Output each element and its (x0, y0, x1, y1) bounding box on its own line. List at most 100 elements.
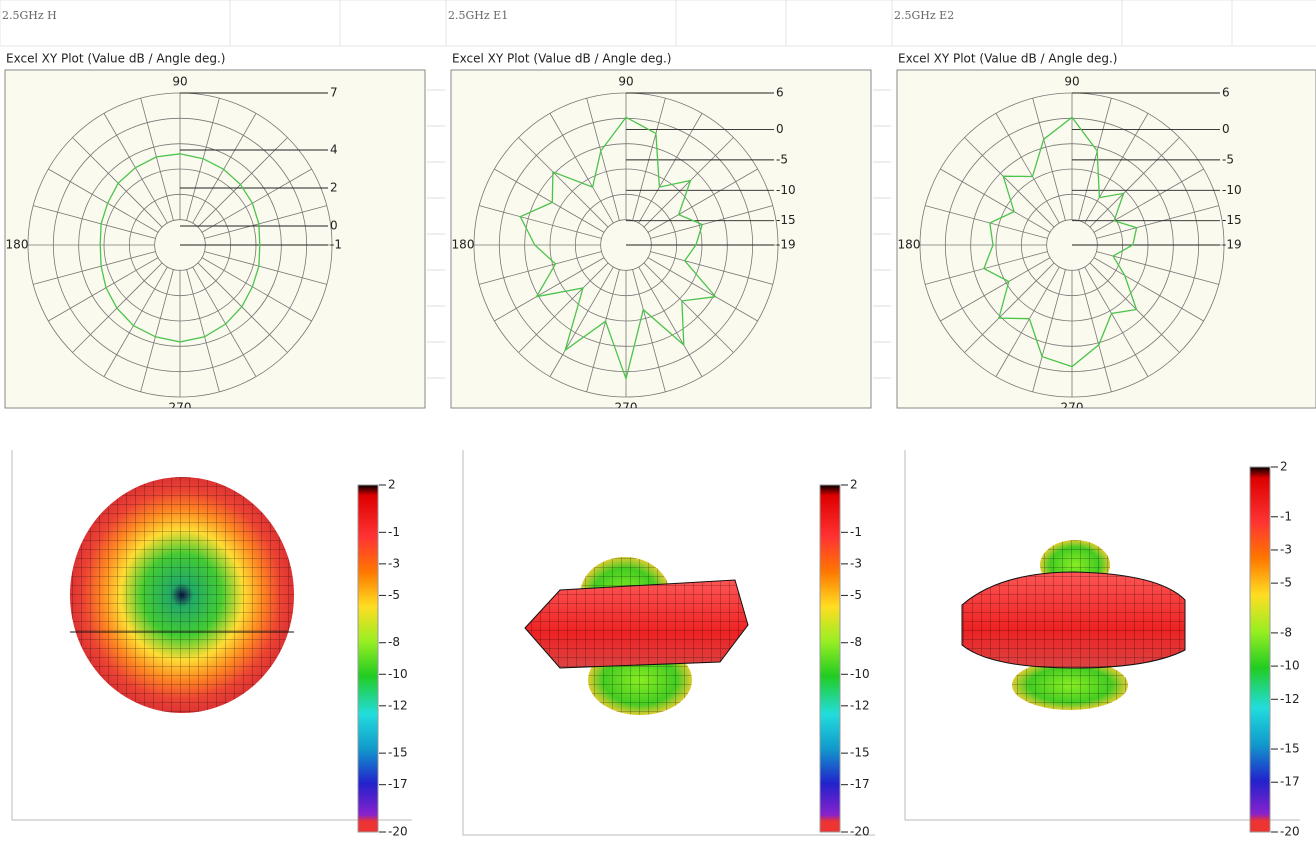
grid-spoke (1032, 98, 1066, 221)
grid-spoke (1078, 269, 1112, 392)
colorbar-label: -8 (1280, 625, 1292, 639)
grid-spoke (72, 137, 163, 228)
grid-spoke (479, 205, 602, 239)
r-tick-label: -5 (776, 152, 788, 166)
angle-tick-label: 270 (169, 401, 192, 415)
r-tick-label: 2 (330, 181, 338, 195)
grid-spoke (48, 257, 159, 322)
pattern-line (519, 116, 717, 382)
pattern-line (983, 116, 1138, 368)
angle-tick-label: 180 (898, 238, 921, 252)
colorbar (819, 484, 841, 833)
grid-spoke (192, 113, 257, 224)
mesh (961, 571, 1186, 669)
colorbar (357, 484, 379, 833)
angle-tick-label: 90 (618, 75, 633, 89)
grid-spoke (192, 266, 257, 377)
grid-spoke (940, 168, 1051, 233)
colorbar-label: 2 (1280, 460, 1288, 474)
plot-frame (896, 69, 1316, 409)
plot-title: Excel XY Plot (Value dB / Angle deg.) (452, 52, 671, 66)
plot-title: Excel XY Plot (Value dB / Angle deg.) (6, 52, 225, 66)
grid-spoke (647, 168, 758, 233)
r-tick-label: 0 (776, 122, 784, 136)
grid-spoke (925, 205, 1048, 239)
r-tick-label: -10 (776, 183, 796, 197)
angle-tick-label: 180 (6, 238, 29, 252)
plot-title: Excel XY Plot (Value dB / Angle deg.) (898, 52, 1117, 66)
colorbar-label: -15 (1280, 742, 1300, 756)
grid-spoke (1096, 251, 1219, 285)
grid-spoke (647, 257, 758, 322)
grid-spoke (518, 262, 609, 353)
grid-spoke (479, 251, 602, 285)
r-tick-label: -15 (1222, 213, 1242, 227)
panel-border (11, 450, 412, 821)
grid-spoke (650, 205, 773, 239)
grid-spoke (650, 251, 773, 285)
grid-spoke (632, 269, 666, 392)
mesh (70, 477, 294, 713)
grid-spoke (638, 113, 703, 224)
polar-plot: 90 180 270 7 4 2 0 -1 (6, 75, 342, 415)
grid-spoke (186, 98, 220, 221)
grid-spoke (643, 137, 734, 228)
grid-spoke (549, 266, 614, 377)
grid-spoke (494, 168, 605, 233)
window-header (0, 0, 447, 47)
grid-spoke (103, 113, 168, 224)
colorbar-label: -3 (1280, 542, 1292, 556)
r-tick-label: 4 (330, 143, 338, 157)
grid-spoke (48, 168, 159, 233)
polar-plot: 90 180 270 6 0 -5 -10 -15 -19 (898, 75, 1242, 409)
grid-spoke (1084, 113, 1149, 224)
r-tick-label: 6 (776, 86, 784, 100)
colorbar-label: -5 (850, 588, 862, 602)
angle-tick-label: 90 (1064, 75, 1079, 89)
grid-spoke (197, 137, 288, 228)
colorbar-label: -15 (388, 746, 408, 760)
r-tick-label: 7 (330, 86, 338, 100)
grid-spoke (643, 262, 734, 353)
window-header (445, 0, 893, 47)
grid-spoke (586, 269, 620, 392)
colorbar-label: -20 (1280, 825, 1300, 839)
r-tick-label: -19 (1222, 238, 1242, 252)
grid-spoke (140, 98, 174, 221)
pattern-line (99, 153, 261, 343)
colorbar-label: -1 (1280, 509, 1292, 523)
panel-3d (904, 450, 1300, 821)
grid-spoke (1084, 266, 1149, 377)
angle-tick-label: 270 (615, 401, 638, 415)
colorbar (1249, 466, 1271, 833)
colorbar-label: -15 (850, 746, 870, 760)
angle-tick-label: 90 (172, 75, 187, 89)
grid-spoke (925, 251, 1048, 285)
grid-spoke (995, 113, 1060, 224)
grid-spoke (1089, 262, 1180, 353)
grid-spoke (201, 168, 312, 233)
plot-frame (450, 69, 872, 409)
colorbar-label: -10 (1280, 659, 1300, 673)
grid-spoke (1032, 269, 1066, 392)
grid-spoke (1093, 168, 1204, 233)
grid-spoke (586, 98, 620, 221)
r-tick-label: 0 (1222, 122, 1230, 136)
colorbar-label: -12 (388, 698, 408, 712)
panel-3d (11, 450, 412, 821)
r-tick-label: -5 (1222, 152, 1234, 166)
grid-spoke (549, 113, 614, 224)
grid-spoke (1089, 137, 1180, 228)
colorbar-label: -3 (850, 556, 862, 570)
colorbar-label: -1 (388, 525, 400, 539)
grid-spoke (940, 257, 1051, 322)
window-title: 2.5GHz E2 (894, 9, 954, 22)
grid-spoke (103, 266, 168, 377)
grid-spoke (33, 251, 156, 285)
grid-spoke (72, 262, 163, 353)
grid-spoke (201, 257, 312, 322)
r-tick-label: -19 (776, 238, 796, 252)
grid-spoke (518, 137, 609, 228)
plot-frame (4, 69, 426, 409)
colorbar-label: -3 (388, 556, 400, 570)
